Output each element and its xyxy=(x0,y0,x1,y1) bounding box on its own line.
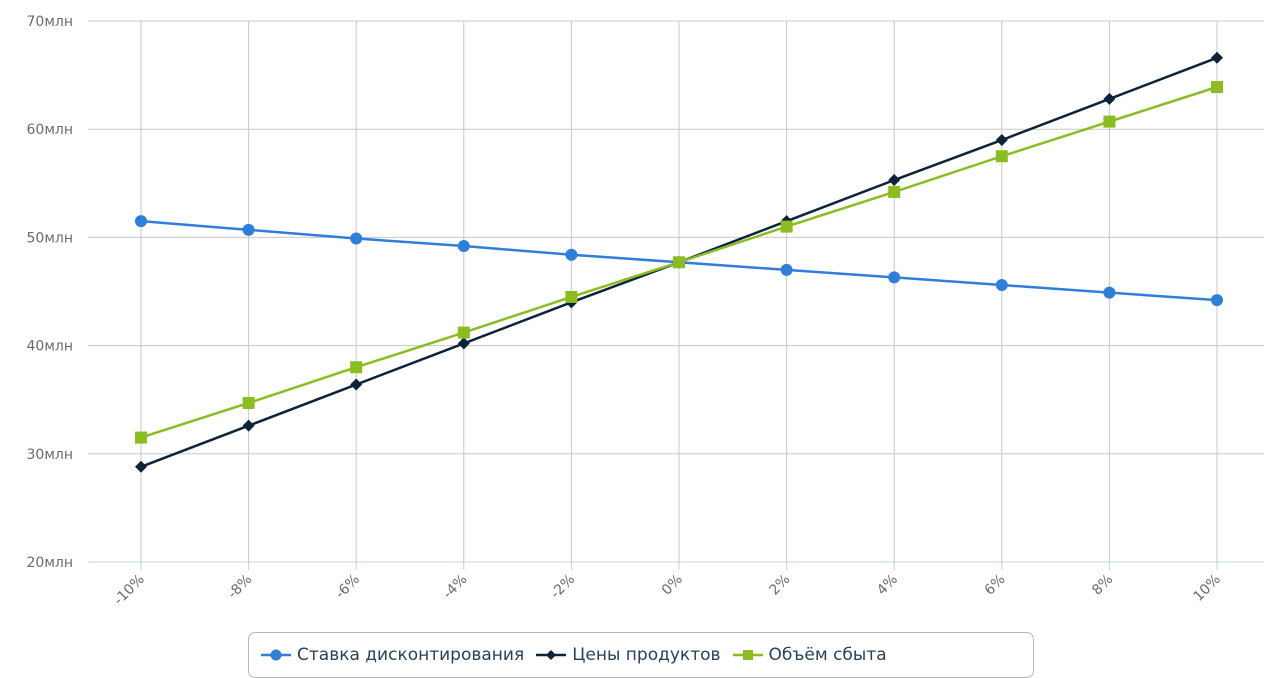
legend-label-discount-rate: Ставка дисконтирования xyxy=(297,645,525,665)
x-tick-label: -2% xyxy=(548,572,579,603)
legend-item-discount-rate[interactable]: Ставка дисконтирования xyxy=(261,645,524,665)
x-tick-label: 8% xyxy=(1089,572,1116,599)
y-tick-label: 30млн xyxy=(27,447,73,463)
x-tick-label: 10% xyxy=(1191,572,1224,605)
data-point[interactable] xyxy=(888,174,901,187)
x-tick-label: 2% xyxy=(766,572,793,599)
data-point[interactable] xyxy=(673,256,685,269)
data-point[interactable] xyxy=(1103,286,1116,299)
y-tick-label: 20млн xyxy=(27,555,73,571)
data-point[interactable] xyxy=(780,263,793,276)
data-point[interactable] xyxy=(242,419,255,432)
x-tick-label: -10% xyxy=(111,572,148,609)
y-tick-label: 60млн xyxy=(27,122,73,138)
legend-label-product-prices: Цены продуктов xyxy=(572,645,721,665)
data-point[interactable] xyxy=(457,326,470,339)
data-point[interactable] xyxy=(1103,115,1116,128)
y-tick-label: 50млн xyxy=(27,230,73,246)
legend-item-product-prices[interactable]: Цены продуктов xyxy=(536,645,721,665)
data-point[interactable] xyxy=(242,396,255,409)
x-tick-label: -6% xyxy=(332,572,363,603)
square-marker-icon xyxy=(732,650,763,660)
legend-item-sales-volume[interactable]: Объём сбыта xyxy=(732,645,887,665)
data-point[interactable] xyxy=(242,223,255,236)
data-point[interactable] xyxy=(350,361,363,374)
data-point[interactable] xyxy=(995,150,1008,163)
data-point[interactable] xyxy=(888,185,901,198)
data-point[interactable] xyxy=(995,134,1008,147)
x-axis-ticks: -10% -8% -6% -4% -2% 0% 2% 4% 6% 8% 10% xyxy=(111,572,1224,609)
data-point[interactable] xyxy=(780,220,793,233)
y-tick-label: 70млн xyxy=(27,14,73,30)
x-tick-label: -4% xyxy=(440,572,471,603)
data-point[interactable] xyxy=(995,279,1008,292)
data-point[interactable] xyxy=(565,290,578,303)
x-tick-label: 4% xyxy=(874,572,901,599)
data-point[interactable] xyxy=(888,271,901,284)
x-tick-label: -8% xyxy=(225,572,256,603)
data-point[interactable] xyxy=(1211,51,1223,64)
grid-lines xyxy=(88,20,1264,570)
data-point[interactable] xyxy=(350,378,363,391)
x-tick-label: 0% xyxy=(659,572,686,599)
y-axis-ticks: 20млн 30млн 40млн 50млн 60млн 70млн xyxy=(27,14,73,571)
series-layer xyxy=(135,51,1223,473)
data-point[interactable] xyxy=(457,337,470,350)
data-point[interactable] xyxy=(135,460,147,473)
data-point[interactable] xyxy=(1211,294,1223,307)
data-point[interactable] xyxy=(135,431,147,444)
series-2 xyxy=(135,81,1223,444)
y-tick-label: 40млн xyxy=(27,339,73,355)
legend: Ставка дисконтирования Цены продуктов Об… xyxy=(248,632,1034,678)
data-point[interactable] xyxy=(457,240,470,253)
diamond-marker-icon xyxy=(536,650,567,660)
data-point[interactable] xyxy=(135,215,147,228)
circle-marker-icon xyxy=(261,649,291,661)
x-tick-label: 6% xyxy=(982,572,1009,599)
data-point[interactable] xyxy=(1211,81,1223,94)
data-point[interactable] xyxy=(1103,92,1116,105)
legend-label-sales-volume: Объём сбыта xyxy=(768,645,887,665)
data-point[interactable] xyxy=(565,248,578,261)
data-point[interactable] xyxy=(350,232,363,245)
